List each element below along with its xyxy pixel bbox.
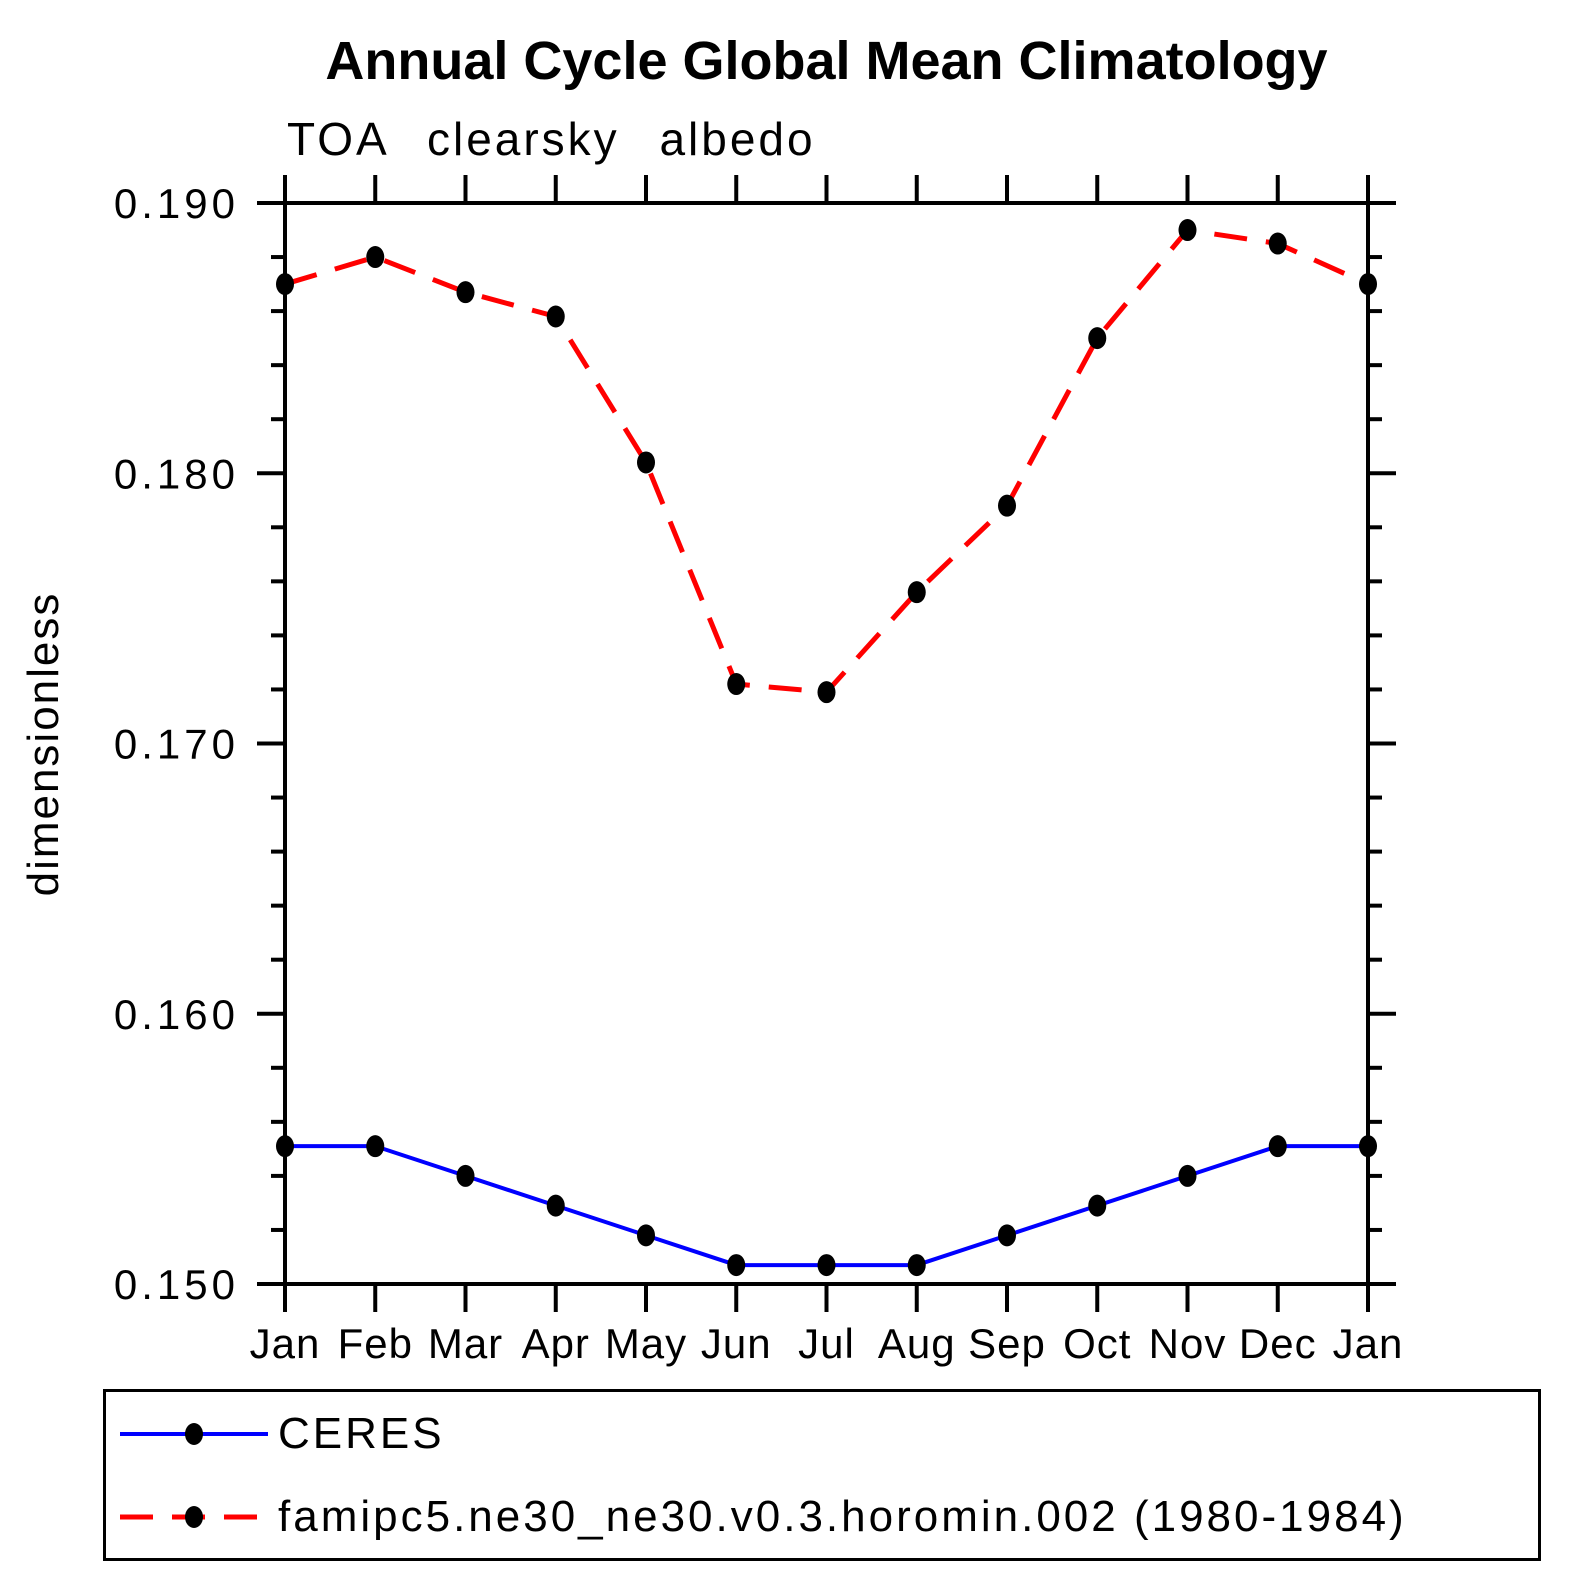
x-tick-label: Jun <box>701 1320 772 1367</box>
legend-line-sample-dashed <box>120 1505 268 1528</box>
data-point <box>546 1194 565 1217</box>
legend-marker-icon <box>185 1422 203 1445</box>
data-point <box>456 1164 475 1187</box>
data-point <box>1178 1164 1197 1187</box>
legend-line-sample-solid <box>120 1422 268 1445</box>
y-tick-label: 0.170 <box>114 721 239 768</box>
data-point <box>1268 232 1287 255</box>
x-tick-label: Mar <box>428 1320 503 1367</box>
x-tick-label: Nov <box>1149 1320 1227 1367</box>
data-point <box>276 1135 294 1158</box>
x-tick-label: Jul <box>798 1320 855 1367</box>
data-point <box>366 1135 385 1158</box>
x-tick-label: Sep <box>968 1320 1046 1367</box>
data-point <box>907 1254 926 1277</box>
legend-label-ceres: CERES <box>278 1408 445 1458</box>
data-point <box>998 1224 1016 1247</box>
series-line-0 <box>285 1144 1368 1268</box>
chart-subtitle: TOA clearsky albedo <box>287 113 816 165</box>
data-point <box>727 673 746 696</box>
x-tick-label: Oct <box>1063 1320 1131 1367</box>
x-tick-label: Apr <box>522 1320 590 1367</box>
data-point <box>276 273 294 296</box>
data-point <box>637 451 655 474</box>
data-point <box>817 681 836 704</box>
data-point <box>1088 1194 1107 1217</box>
x-tick-label: Jan <box>250 1320 321 1367</box>
legend-row-ceres: CERES <box>106 1392 1538 1475</box>
plot-frame <box>283 201 1370 1286</box>
legend: CERES famipc5.ne30_ne30.v0.3.horomin.002… <box>103 1389 1541 1561</box>
x-tick-label: Jan <box>1333 1320 1404 1367</box>
data-point <box>998 494 1016 517</box>
data-point <box>1178 219 1197 242</box>
data-point <box>637 1224 655 1247</box>
x-tick-label: Feb <box>338 1320 413 1367</box>
y-tick-label: 0.190 <box>114 180 239 227</box>
data-point <box>1359 1135 1377 1158</box>
data-point <box>546 305 565 328</box>
chart-title: Annual Cycle Global Mean Climatology <box>325 31 1328 91</box>
data-point <box>1088 327 1107 350</box>
y-tick-label: 0.160 <box>114 991 239 1038</box>
data-point <box>456 281 475 304</box>
data-point <box>366 246 385 269</box>
data-point <box>817 1254 836 1277</box>
data-point <box>1359 273 1377 296</box>
x-tick-label: May <box>605 1320 687 1367</box>
y-tick-label: 0.150 <box>114 1261 239 1308</box>
legend-label-model: famipc5.ne30_ne30.v0.3.horomin.002 (1980… <box>278 1491 1407 1541</box>
x-tick-label: Aug <box>878 1320 956 1367</box>
legend-row-model: famipc5.ne30_ne30.v0.3.horomin.002 (1980… <box>106 1475 1538 1558</box>
data-point <box>727 1254 746 1277</box>
y-tick-label: 0.180 <box>114 450 239 497</box>
series-line-1 <box>284 227 1370 695</box>
data-point <box>907 581 926 604</box>
legend-marker-icon <box>185 1505 203 1528</box>
data-point <box>1268 1135 1287 1158</box>
x-tick-label: Dec <box>1239 1320 1317 1367</box>
